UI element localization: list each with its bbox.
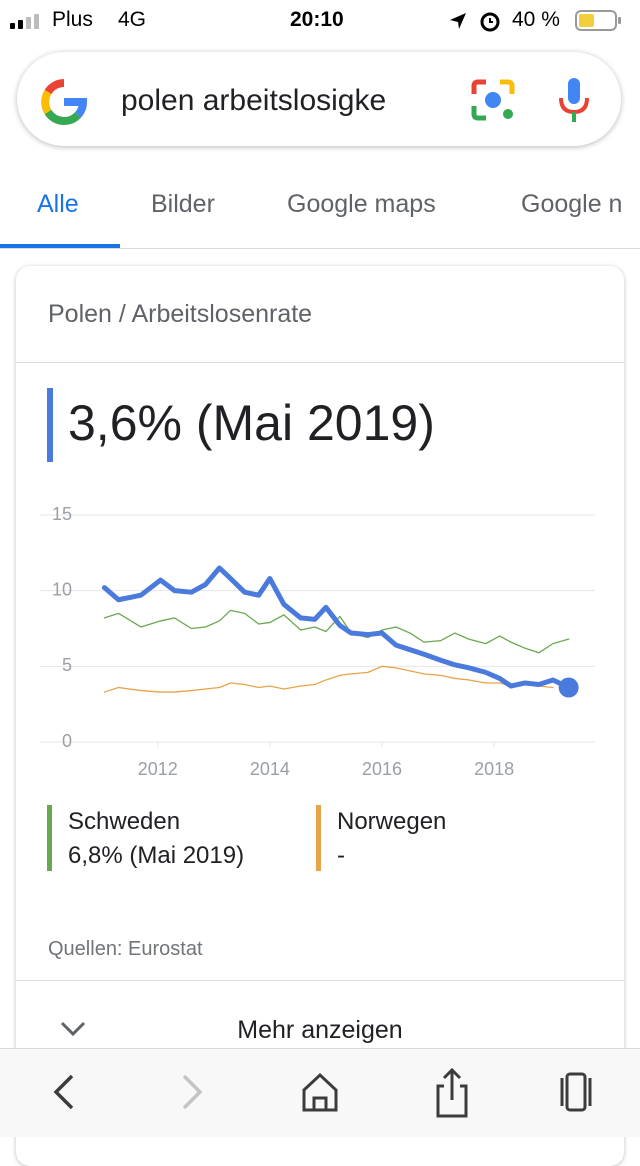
network: 4G	[118, 8, 147, 31]
status-icons	[450, 12, 500, 32]
headline: 3,6% (Mai 2019)	[68, 395, 435, 451]
endpoint-dot	[558, 677, 579, 698]
line-series	[103, 665, 554, 693]
y-tick-label: 10	[52, 579, 72, 599]
home-button[interactable]	[302, 1072, 338, 1112]
tabs-button[interactable]	[565, 1072, 587, 1112]
result-card	[16, 266, 624, 1166]
mic-icon[interactable]	[555, 76, 595, 126]
lens-icon[interactable]	[470, 78, 520, 124]
x-tick-label: 2012	[138, 759, 178, 779]
divider	[16, 362, 624, 363]
line-series	[101, 565, 572, 691]
tab[interactable]: Google maps	[287, 190, 436, 218]
legend-swatch	[47, 805, 52, 871]
x-tick-label: 2018	[474, 759, 514, 779]
legend-swatch	[316, 805, 321, 871]
headline-bar	[47, 388, 53, 462]
more-button[interactable]: Mehr anzeigen	[237, 1016, 403, 1044]
country: Polen	[48, 300, 112, 328]
tab[interactable]: Google n	[521, 190, 623, 218]
x-tick-label: 2014	[250, 759, 290, 779]
toolbar	[0, 1048, 640, 1137]
y-tick-label: 0	[62, 731, 72, 751]
source: Quellen: Eurostat	[48, 938, 203, 960]
y-tick-label: 15	[52, 504, 72, 524]
breadcrumb: Polen / Arbeitslosenrate	[48, 300, 312, 329]
tab[interactable]: Alle	[37, 190, 79, 218]
legend-label: Schweden	[68, 808, 181, 835]
line-series	[103, 609, 570, 654]
share-button[interactable]	[436, 1067, 468, 1118]
google-logo	[41, 79, 87, 125]
divider	[16, 980, 624, 981]
legend-label: Norwegen	[337, 808, 447, 835]
signal-icon	[10, 14, 39, 29]
search-bar[interactable]	[17, 52, 621, 146]
subject: Arbeitslosenrate	[131, 300, 313, 328]
legend-value: 6,8% (Mai 2019)	[68, 842, 245, 869]
active-tab-indicator	[0, 244, 120, 248]
back-button[interactable]	[53, 1074, 74, 1110]
search-query[interactable]: polen arbeitslosigke	[121, 84, 387, 117]
battery-icon	[575, 10, 621, 31]
carrier: Plus	[52, 8, 93, 31]
separator: /	[118, 300, 126, 328]
legend-value: -	[337, 842, 345, 869]
divider	[0, 248, 640, 249]
chart: 0 5 10 15 2012 2014 2016 2018	[40, 504, 595, 779]
time: 20:10	[290, 8, 344, 31]
forward-button	[182, 1074, 203, 1110]
y-tick-label: 5	[62, 655, 72, 675]
screen: {"status": {"carrier": "Plus", "network"…	[0, 8, 640, 1137]
chevron-down[interactable]	[60, 1020, 86, 1038]
battery-level: 40 %	[512, 8, 560, 31]
toolbar-icons	[53, 1067, 592, 1118]
x-tick-label: 2016	[362, 759, 402, 779]
tab[interactable]: Bilder	[151, 190, 215, 218]
